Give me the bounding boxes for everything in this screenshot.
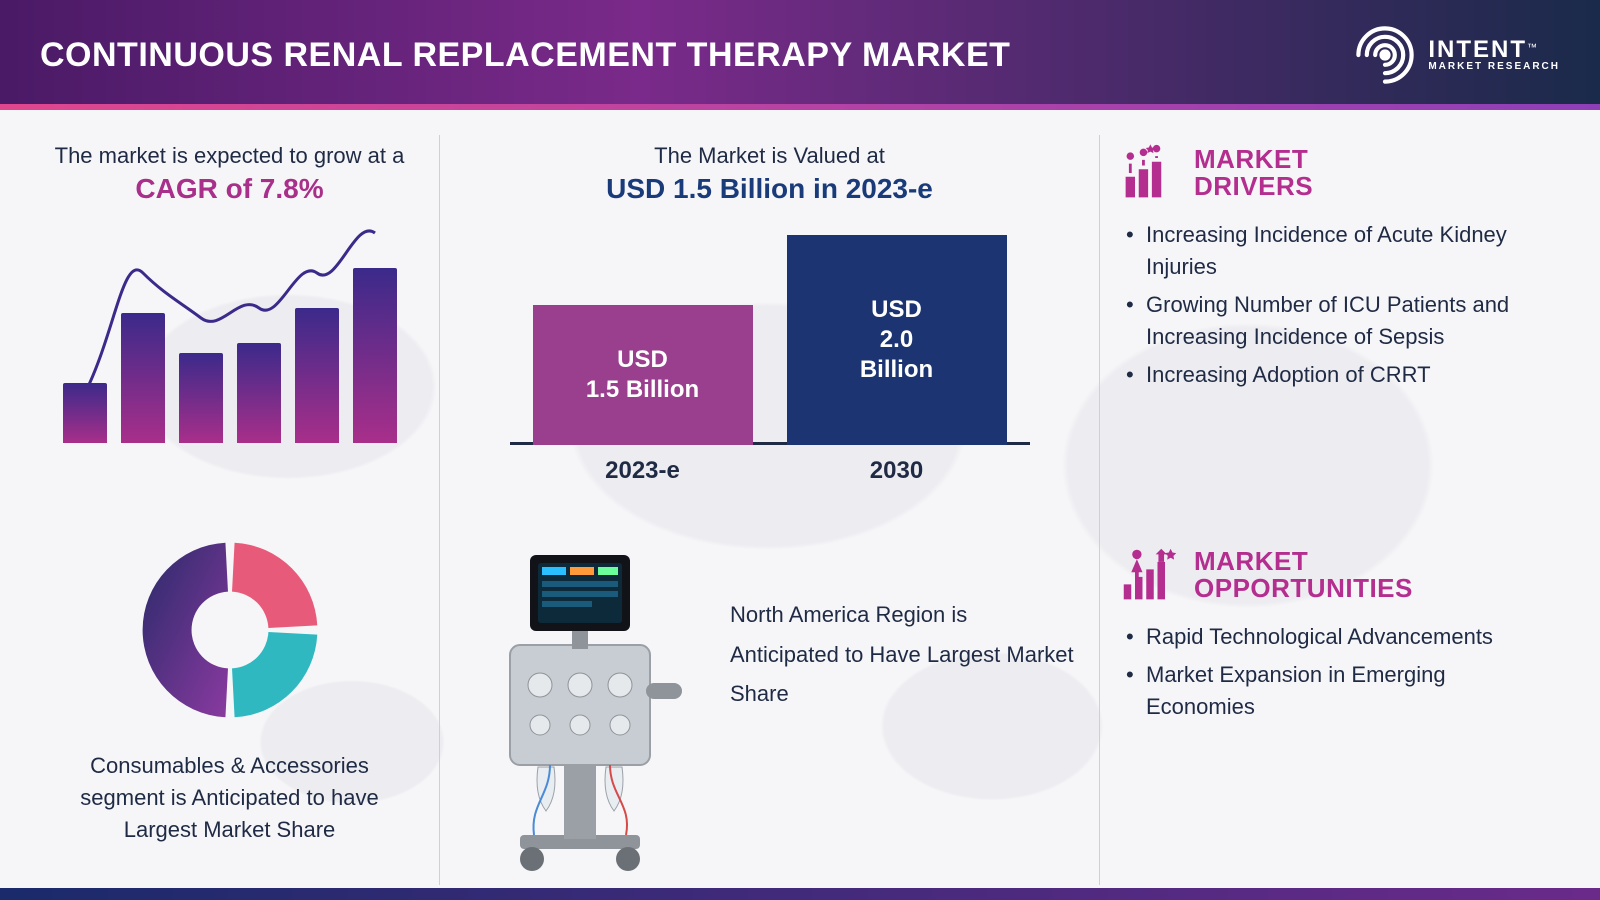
donut-caption: Consumables & Accessories segment is Ant… [40,750,419,846]
panel-drivers: MARKET DRIVERS Increasing Incidence of A… [1100,135,1580,505]
device-illustration [460,535,700,875]
drivers-icon [1120,143,1180,203]
cagr-chart [63,223,397,443]
opportunities-list: Rapid Technological Advancements Market E… [1120,621,1560,723]
cagr-metric: CAGR of 7.8% [40,173,419,205]
valuation-bar: USD1.5 Billion [533,305,753,445]
opportunities-head: MARKET OPPORTUNITIES [1120,545,1560,605]
content-grid: The market is expected to grow at a CAGR… [0,110,1600,885]
donut-slice [232,543,317,628]
panel-region: North America Region is Anticipated to H… [440,505,1100,885]
valuation-bar-label: 2023-e [533,457,753,485]
cagr-bar [121,313,165,443]
footer-stripe [0,888,1600,900]
donut-chart [135,535,325,725]
list-item: Rapid Technological Advancements [1126,621,1560,653]
logo-icon [1350,20,1420,90]
cagr-bar [295,308,339,443]
logo-text: INTENT™ MARKET RESEARCH [1428,38,1560,72]
valuation-chart: USD1.5 Billion 2023-e USD2.0Billion 2030 [510,225,1030,485]
opportunities-icon [1120,545,1180,605]
cagr-bar [179,353,223,443]
donut-slice [232,632,317,717]
valuation-lead: The Market is Valued at [460,143,1079,169]
drivers-head: MARKET DRIVERS [1120,143,1560,203]
page-title: CONTINUOUS RENAL REPLACEMENT THERAPY MAR… [40,36,1010,75]
cagr-bar [63,383,107,443]
header: CONTINUOUS RENAL REPLACEMENT THERAPY MAR… [0,0,1600,110]
list-item: Increasing Adoption of CRRT [1126,359,1560,391]
panel-opportunities: MARKET OPPORTUNITIES Rapid Technological… [1100,505,1580,885]
list-item: Increasing Incidence of Acute Kidney Inj… [1126,219,1560,283]
valuation-bar-label: 2030 [787,457,1007,485]
cagr-bar [237,343,281,443]
list-item: Market Expansion in Emerging Economies [1126,659,1560,723]
drivers-title: MARKET DRIVERS [1194,146,1313,201]
panel-donut: Consumables & Accessories segment is Ant… [20,505,440,885]
cagr-trendline [63,223,397,443]
cagr-lead: The market is expected to grow at a [40,143,419,169]
valuation-metric: USD 1.5 Billion in 2023-e [460,173,1079,205]
donut-slice [142,543,227,718]
panel-cagr: The market is expected to grow at a CAGR… [20,135,440,505]
panel-valuation: The Market is Valued at USD 1.5 Billion … [440,135,1100,505]
crrt-device-icon [460,535,700,875]
cagr-bar [353,268,397,443]
list-item: Growing Number of ICU Patients and Incre… [1126,289,1560,353]
opportunities-title: MARKET OPPORTUNITIES [1194,548,1413,603]
drivers-list: Increasing Incidence of Acute Kidney Inj… [1120,219,1560,390]
valuation-bar: USD2.0Billion [787,235,1007,445]
header-stripe [0,104,1600,110]
region-caption: North America Region is Anticipated to H… [730,595,1079,714]
brand-logo: INTENT™ MARKET RESEARCH [1350,20,1560,90]
